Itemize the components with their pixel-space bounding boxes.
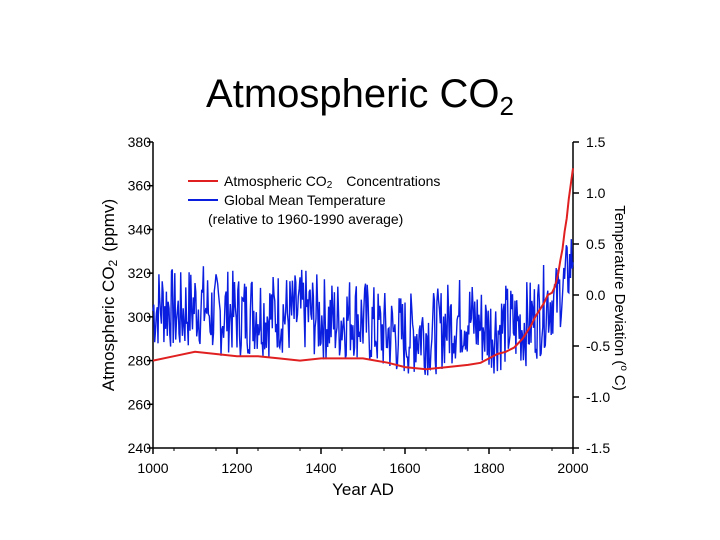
x-tick-label: 1800 [473,460,504,476]
slide-title-text: Atmospheric CO [206,72,500,116]
y-right-tick-label: 1.5 [586,134,606,150]
slide-title: Atmospheric CO2 [0,72,720,122]
y-right-tick-label: -1.5 [586,440,610,456]
y-left-tick-label: 380 [128,134,152,150]
co2-series-line [152,168,574,371]
y-right-tick-label: 0.5 [586,236,606,252]
legend-temperature-note: (relative to 1960-1990 average) [208,211,403,227]
legend-co2-label: Atmospheric CO2 Concentrations [224,173,440,191]
y-right-axis-label: Temperature Deviation (oC) [611,205,629,390]
y-left-ticks: 380 360 340 320 300 280 260 240 [128,134,153,456]
y-right-tick-label: 1.0 [586,185,606,201]
y-right-tick-label: -0.5 [586,338,610,354]
y-left-tick-label: 300 [128,309,152,325]
y-left-tick-label: 240 [128,440,152,456]
y-right-tick-label: -1.0 [586,389,610,405]
y-right-tick-label: 0.0 [586,287,606,303]
x-axis-label: Year AD [332,480,394,499]
y-right-ticks: 1.5 1.0 0.5 0.0 -0.5 -1.0 -1.5 [573,134,610,456]
y-left-axis-label: Atmospheric CO2(ppmv) [99,199,120,391]
slide-title-subscript: 2 [499,91,514,121]
y-left-tick-label: 340 [128,221,152,237]
x-ticks: 1000 1200 1400 1600 1800 2000 [137,448,589,476]
legend-temperature-label: Global Mean Temperature [224,192,386,208]
x-tick-label: 1600 [389,460,420,476]
y-left-tick-label: 320 [128,265,152,281]
legend: Atmospheric CO2 Concentrations Global Mea… [188,173,440,227]
y-left-tick-label: 280 [128,353,152,369]
x-tick-label: 1400 [305,460,336,476]
x-tick-label: 1000 [137,460,168,476]
x-tick-label: 2000 [557,460,588,476]
y-left-tick-label: 260 [128,396,152,412]
temperature-series-line [152,239,574,376]
x-tick-label: 1200 [221,460,252,476]
y-left-tick-label: 360 [128,178,152,194]
